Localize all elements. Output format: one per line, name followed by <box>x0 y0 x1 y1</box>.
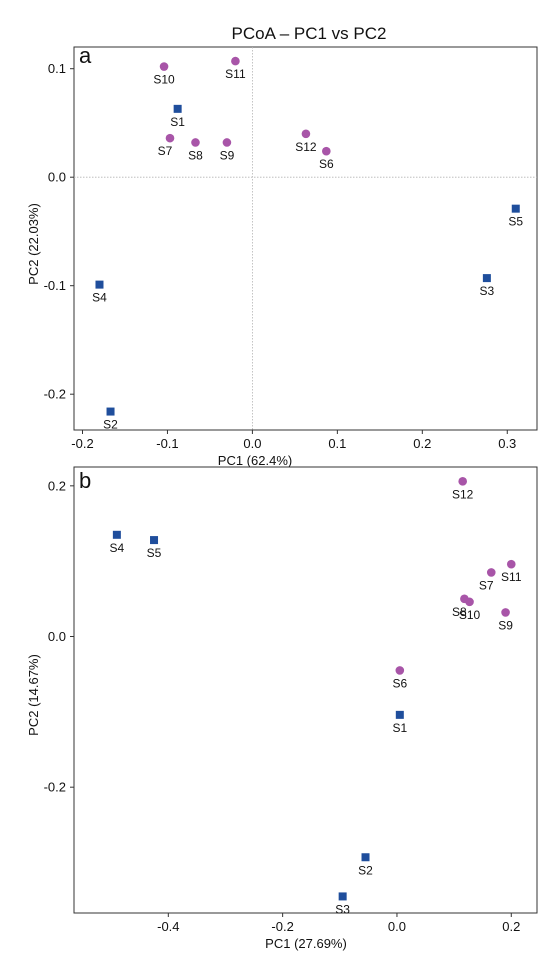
data-point-label: S3 <box>480 284 495 298</box>
x-axis-title: PC1 (62.4%) <box>218 453 292 468</box>
data-point-label: S5 <box>147 546 162 560</box>
data-point-square <box>112 530 121 539</box>
panel-a: -0.2 -0.1 0.0 0.1 0.2 0.3 0.1 0.0 -0.1 -0.2 S1 S2 S3… <box>26 43 538 468</box>
data-point-label: S8 <box>188 148 203 162</box>
x-tick-label: -0.2 <box>71 436 93 451</box>
data-point-label: S11 <box>225 67 246 81</box>
y-tick-label: -0.2 <box>44 780 66 795</box>
data-point-label: S6 <box>392 676 407 690</box>
data-point-label: S7 <box>158 144 173 158</box>
data-point-circle <box>395 666 405 675</box>
panel-letter: b <box>79 468 91 493</box>
x-tick-label: 0.1 <box>328 436 346 451</box>
y-tick-label: 0.0 <box>48 170 66 185</box>
data-point-label: S1 <box>392 721 407 735</box>
y-axis-title: PC2 (14.67%) <box>26 654 41 736</box>
data-point-circle <box>165 133 175 143</box>
data-point-circle <box>322 146 331 156</box>
data-point-square <box>482 274 491 283</box>
data-point-square <box>150 536 159 545</box>
data-point-label: S8 <box>452 605 467 619</box>
panel-letter: a <box>79 43 92 68</box>
data-point-label: S9 <box>498 618 513 632</box>
x-tick-label: -0.2 <box>271 919 293 934</box>
data-point-label: S3 <box>335 902 350 916</box>
data-point-label: S11 <box>501 570 522 584</box>
y-tick-label: -0.2 <box>44 387 66 402</box>
data-point-label: S1 <box>170 115 185 129</box>
data-point-label: S10 <box>459 608 481 622</box>
x-tick-label: 0.3 <box>498 436 516 451</box>
plot-frame <box>73 466 538 914</box>
data-point-square <box>95 280 104 289</box>
data-point-label: S10 <box>153 73 175 87</box>
data-point-label: S6 <box>319 157 334 171</box>
data-point-circle <box>465 597 474 607</box>
data-point-circle <box>506 559 516 569</box>
y-axis-title: PC2 (22.03%) <box>26 203 41 285</box>
data-point-label: S7 <box>479 578 494 592</box>
data-point-label: S12 <box>295 140 317 154</box>
data-point-circle <box>222 138 232 147</box>
y-tick-label: -0.1 <box>44 278 66 293</box>
data-point-circle <box>458 477 467 486</box>
x-tick-label: 0.2 <box>413 436 431 451</box>
data-point-label: S9 <box>220 148 235 162</box>
data-point-square <box>395 710 404 719</box>
data-point-circle <box>191 138 200 147</box>
data-point-circle <box>501 608 510 617</box>
x-tick-label: 0.2 <box>502 919 520 934</box>
plot-frame <box>73 46 538 431</box>
data-point-label: S12 <box>452 487 474 501</box>
data-point-square <box>361 853 370 862</box>
data-point-circle <box>301 129 311 139</box>
data-point-label: S5 <box>508 215 523 229</box>
x-tick-label: 0.0 <box>243 436 261 451</box>
x-tick-label: 0.0 <box>388 919 406 934</box>
x-axis-title: PC1 (27.69%) <box>265 936 347 951</box>
y-tick-label: 0.2 <box>48 478 66 493</box>
panel-b: -0.4 -0.2 0.0 0.2 0.2 0.0 -0.2 S1 S2 S3 S4 S5 S6 S7 S8… <box>26 466 538 951</box>
data-point-label: S4 <box>110 541 125 555</box>
y-tick-label: 0.0 <box>48 629 66 644</box>
figure-title: PCoA – PC1 vs PC2 <box>232 24 387 43</box>
data-point-square <box>511 204 520 213</box>
data-point-square <box>106 407 115 416</box>
data-point-circle <box>159 62 169 71</box>
data-point-circle <box>231 56 240 66</box>
y-tick-label: 0.1 <box>48 61 66 76</box>
data-point-square <box>338 892 347 901</box>
data-point-label: S4 <box>92 291 107 305</box>
data-point-circle <box>486 568 496 577</box>
x-tick-label: -0.1 <box>156 436 178 451</box>
x-tick-label: -0.4 <box>157 919 179 934</box>
data-point-label: S2 <box>103 418 118 432</box>
data-point-label: S2 <box>358 863 373 877</box>
data-point-square <box>173 104 182 113</box>
